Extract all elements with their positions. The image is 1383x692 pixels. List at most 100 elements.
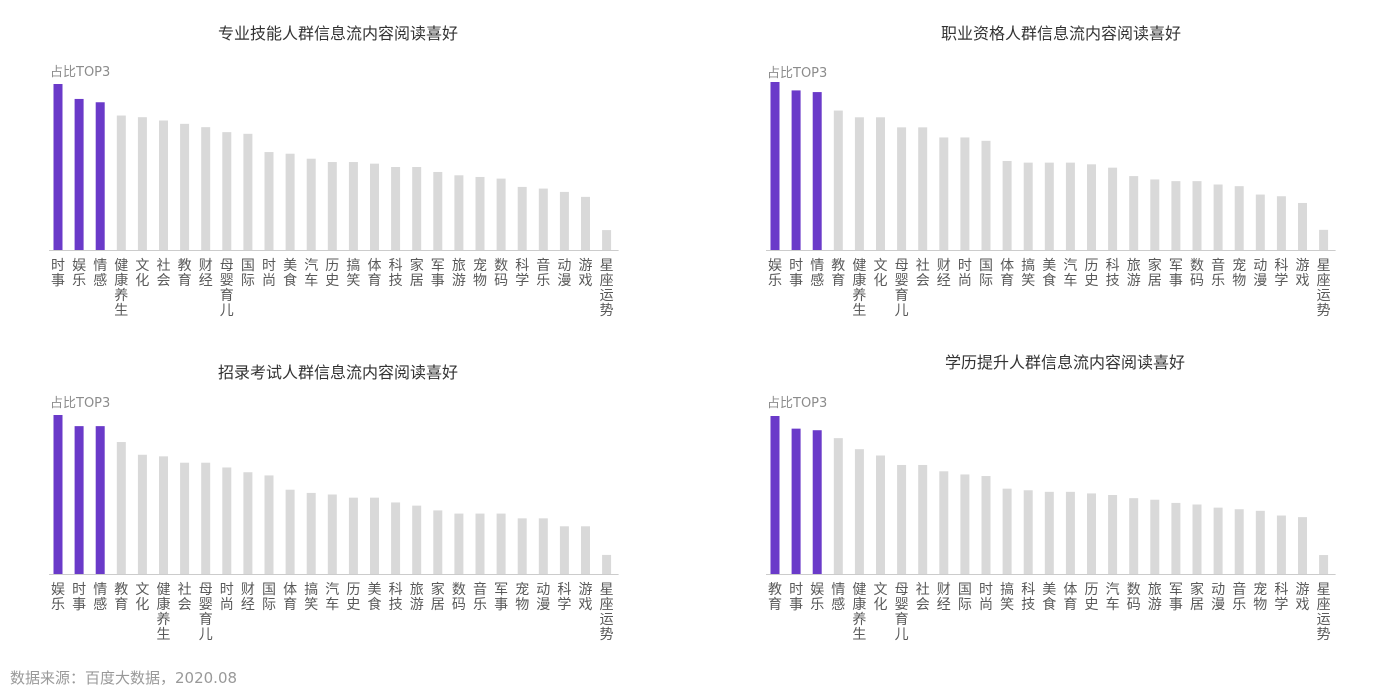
tick-label: 时尚 bbox=[958, 258, 972, 289]
bar-11 bbox=[981, 140, 991, 250]
bar-27 bbox=[602, 554, 612, 574]
bar-16 bbox=[1087, 493, 1096, 574]
tick-label: 情感 bbox=[810, 258, 824, 289]
bar-19 bbox=[1150, 179, 1160, 250]
bar-9 bbox=[939, 137, 949, 250]
tick-label: 国际 bbox=[241, 258, 255, 289]
bar-22 bbox=[1213, 507, 1223, 574]
tick-label: 国际 bbox=[958, 582, 972, 613]
tick-label: 娱乐 bbox=[72, 258, 86, 289]
chart-subtitle: 占比TOP3 bbox=[767, 66, 827, 81]
tick-label: 星座运势 bbox=[600, 582, 614, 643]
tick-label: 时事 bbox=[51, 258, 65, 289]
tick-label: 社会 bbox=[157, 258, 171, 289]
tick-label: 科技 bbox=[1021, 582, 1035, 613]
bar-10 bbox=[243, 472, 253, 574]
tick-label: 音乐 bbox=[473, 581, 487, 613]
tick-label: 母婴育儿 bbox=[895, 258, 909, 319]
chart-title: 专业技能人群信息流内容阅读喜好 bbox=[218, 24, 458, 43]
tick-label: 健康养生 bbox=[157, 582, 171, 643]
tick-label: 财经 bbox=[937, 258, 951, 289]
bar-7 bbox=[180, 123, 190, 250]
bar-14 bbox=[327, 162, 337, 250]
bar-15 bbox=[1065, 162, 1075, 250]
bar-19 bbox=[433, 171, 443, 250]
bar-27 bbox=[602, 230, 612, 250]
tick-label: 搞笑 bbox=[1000, 582, 1014, 613]
bar-24 bbox=[538, 188, 548, 250]
bar-4 bbox=[833, 110, 843, 250]
bar-3 bbox=[812, 92, 822, 250]
bar-10 bbox=[960, 137, 970, 250]
bar-26 bbox=[581, 196, 590, 250]
tick-label: 汽车 bbox=[1063, 258, 1077, 289]
bar-22 bbox=[496, 513, 506, 574]
bar-6 bbox=[159, 456, 168, 574]
bar-17 bbox=[391, 502, 401, 574]
tick-label: 家居 bbox=[431, 581, 445, 613]
bar-6 bbox=[876, 455, 885, 574]
bar-16 bbox=[1087, 164, 1096, 250]
bar-10 bbox=[960, 474, 970, 574]
bar-4 bbox=[116, 115, 126, 250]
bar-27 bbox=[1319, 555, 1329, 574]
bar-19 bbox=[433, 510, 443, 574]
bar-5 bbox=[137, 117, 147, 250]
bar-12 bbox=[1002, 160, 1012, 250]
tick-label: 科学 bbox=[515, 258, 529, 289]
bar-9 bbox=[222, 467, 232, 574]
chart-subtitle: 占比TOP3 bbox=[50, 65, 110, 80]
tick-label: 母婴育儿 bbox=[199, 582, 213, 643]
tick-label: 美食 bbox=[283, 258, 297, 289]
bar-17 bbox=[1108, 495, 1118, 574]
tick-label: 搞笑 bbox=[1021, 258, 1035, 289]
tick-label: 情感 bbox=[93, 582, 107, 613]
chart-title: 职业资格人群信息流内容阅读喜好 bbox=[941, 24, 1181, 43]
chart-panel-3: 招录考试人群信息流内容阅读喜好 占比TOP3 娱乐 时事 情感 教育 文化 健康养生 社会 母婴育… bbox=[0, 330, 690, 669]
bar-13 bbox=[306, 158, 316, 250]
bar-16 bbox=[370, 163, 379, 250]
bar-1 bbox=[53, 415, 63, 574]
bar-25 bbox=[559, 191, 569, 250]
bar-13 bbox=[306, 492, 316, 574]
tick-label: 教育 bbox=[114, 582, 128, 613]
bar-21 bbox=[475, 176, 485, 250]
bar-11 bbox=[981, 476, 991, 574]
bar-17 bbox=[1108, 167, 1118, 250]
bar-23 bbox=[517, 518, 527, 574]
bar-20 bbox=[1171, 181, 1181, 250]
tick-label: 星座运势 bbox=[1317, 258, 1331, 319]
tick-label: 宠物 bbox=[515, 582, 529, 613]
tick-label: 文化 bbox=[135, 258, 149, 289]
bar-12 bbox=[1002, 488, 1012, 574]
tick-label: 宠物 bbox=[1232, 258, 1246, 289]
bar-3 bbox=[95, 102, 105, 250]
bar-27 bbox=[1319, 229, 1329, 250]
bar-6 bbox=[876, 117, 885, 250]
bar-26 bbox=[1298, 202, 1307, 250]
bar-18 bbox=[1129, 176, 1139, 250]
tick-label: 文化 bbox=[874, 582, 888, 613]
tick-label: 音乐 bbox=[536, 257, 550, 289]
bar-13 bbox=[1023, 162, 1033, 250]
bar-21 bbox=[1192, 181, 1202, 250]
tick-label: 星座运势 bbox=[1317, 582, 1331, 643]
chart-panel-1: 专业技能人群信息流内容阅读喜好 占比TOP3 时事 娱乐 情感 健康养生 文化 社会 教育 财经母… bbox=[0, 0, 690, 344]
tick-label: 娱乐 bbox=[51, 582, 65, 613]
bar-23 bbox=[517, 186, 527, 250]
chart-panel-2: 职业资格人群信息流内容阅读喜好 占比TOP3 娱乐 时事 情感 教育 健康养生 文化 母婴育儿社… bbox=[700, 0, 1383, 344]
bar-1 bbox=[770, 416, 780, 574]
bar-4 bbox=[833, 438, 843, 574]
bar-14 bbox=[327, 494, 337, 574]
bar-1 bbox=[770, 82, 780, 250]
bar-22 bbox=[1213, 184, 1223, 250]
bar-8 bbox=[918, 464, 928, 574]
bar-3 bbox=[812, 430, 822, 574]
tick-label: 文化 bbox=[135, 582, 149, 613]
bar-8 bbox=[201, 462, 211, 574]
tick-label: 社会 bbox=[916, 258, 930, 289]
tick-label: 科学 bbox=[1274, 582, 1288, 613]
tick-label: 军事 bbox=[431, 258, 445, 289]
